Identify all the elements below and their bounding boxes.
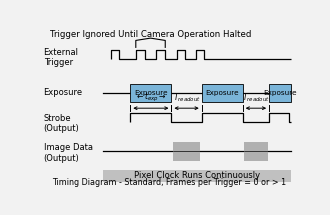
Text: $\leftarrow t_{exp}\rightarrow$: $\leftarrow t_{exp}\rightarrow$ (135, 91, 167, 104)
Text: $T_{readout}$: $T_{readout}$ (173, 92, 200, 104)
Bar (130, 84, 172, 102)
Text: External
Trigger: External Trigger (44, 48, 79, 67)
Bar (103, 170, 291, 182)
Text: Pixel Clock Runs Continuously: Pixel Clock Runs Continuously (134, 171, 260, 180)
Text: Exposure: Exposure (263, 90, 297, 96)
Bar (173, 142, 200, 161)
Text: Strobe
(Output): Strobe (Output) (44, 114, 79, 133)
Text: Exposure: Exposure (44, 88, 83, 97)
Bar (202, 84, 243, 102)
Text: Exposure: Exposure (205, 90, 239, 96)
Bar (269, 84, 291, 102)
Bar (244, 142, 268, 161)
Text: $T_{readout}$: $T_{readout}$ (242, 92, 270, 104)
Text: Image Data
(Output): Image Data (Output) (44, 143, 93, 163)
Text: Timing Diagram - Standard, Frames per Trigger = 0 or > 1: Timing Diagram - Standard, Frames per Tr… (52, 178, 286, 187)
Text: Exposure: Exposure (134, 90, 168, 96)
Text: Trigger Ignored Until Camera Operation Halted: Trigger Ignored Until Camera Operation H… (50, 30, 251, 39)
